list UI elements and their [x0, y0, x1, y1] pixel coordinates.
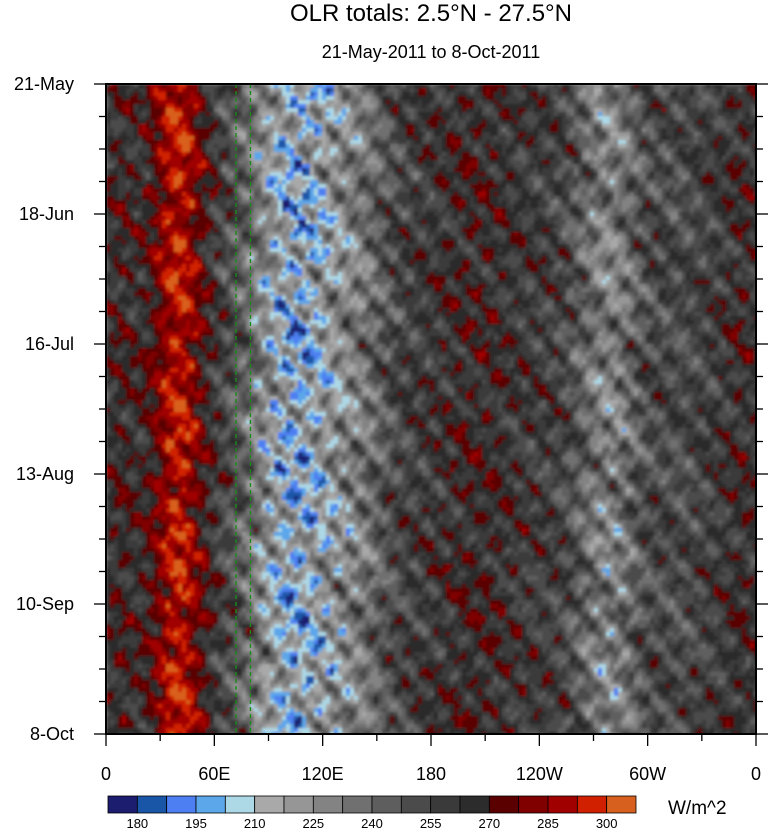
colorbar-swatch [548, 796, 577, 813]
y-axis-labels: 21-May 18-Jun 16-Jul 13-Aug 10-Sep 8-Oct [14, 74, 74, 744]
colorbar-swatch [196, 796, 225, 813]
colorbar-swatch [489, 796, 518, 813]
colorbar-swatch [519, 796, 548, 813]
colorbar-swatch [255, 796, 284, 813]
colorbar-swatch [137, 796, 166, 813]
chart-title: OLR totals: 2.5°N - 27.5°N [290, 0, 572, 27]
colorbar-tick-label: 270 [478, 816, 500, 831]
colorbar-tick-label: 240 [361, 816, 383, 831]
x-tick-label: 120W [516, 764, 563, 784]
plot-area [106, 84, 759, 737]
colorbar-tick-label: 285 [537, 816, 559, 831]
colorbar-tick-label: 180 [126, 816, 148, 831]
x-tick-label: 60E [198, 764, 230, 784]
colorbar-swatch [577, 796, 606, 813]
colorbar-swatch [343, 796, 372, 813]
y-tick-label: 21-May [14, 74, 74, 94]
y-tick-label: 16-Jul [25, 334, 74, 354]
y-tick-label: 13-Aug [16, 464, 74, 484]
colorbar: 180 195 210 225 240 255 270 285 300 [108, 796, 636, 831]
colorbar-swatch [313, 796, 342, 813]
y-tick-label: 18-Jun [19, 204, 74, 224]
colorbar-tick-label: 255 [420, 816, 442, 831]
colorbar-swatch [284, 796, 313, 813]
chart-subtitle: 21-May-2011 to 8-Oct-2011 [322, 42, 540, 62]
olr-hovmoller-chart: OLR totals: 2.5°N - 27.5°N 21-May-2011 t… [0, 0, 774, 834]
olr-field [106, 84, 759, 737]
x-tick-label: 180 [416, 764, 446, 784]
colorbar-tick-label: 210 [244, 816, 266, 831]
x-tick-label: 0 [751, 764, 761, 784]
x-tick-label: 0 [101, 764, 111, 784]
colorbar-swatch [431, 796, 460, 813]
colorbar-swatch [108, 796, 137, 813]
colorbar-swatch [460, 796, 489, 813]
colorbar-swatch [167, 796, 196, 813]
colorbar-units-label: W/m^2 [668, 798, 727, 819]
y-tick-label: 8-Oct [30, 724, 74, 744]
x-tick-label: 60W [629, 764, 666, 784]
colorbar-swatch [607, 796, 636, 813]
colorbar-swatch [401, 796, 430, 813]
colorbar-swatch [372, 796, 401, 813]
x-tick-label: 120E [302, 764, 344, 784]
colorbar-tick-label: 300 [596, 816, 618, 831]
y-tick-label: 10-Sep [16, 594, 74, 614]
colorbar-swatch [225, 796, 254, 813]
x-axis-labels: 0 60E 120E 180 120W 60W 0 [101, 764, 761, 784]
colorbar-tick-label: 195 [185, 816, 207, 831]
colorbar-tick-label: 225 [302, 816, 324, 831]
